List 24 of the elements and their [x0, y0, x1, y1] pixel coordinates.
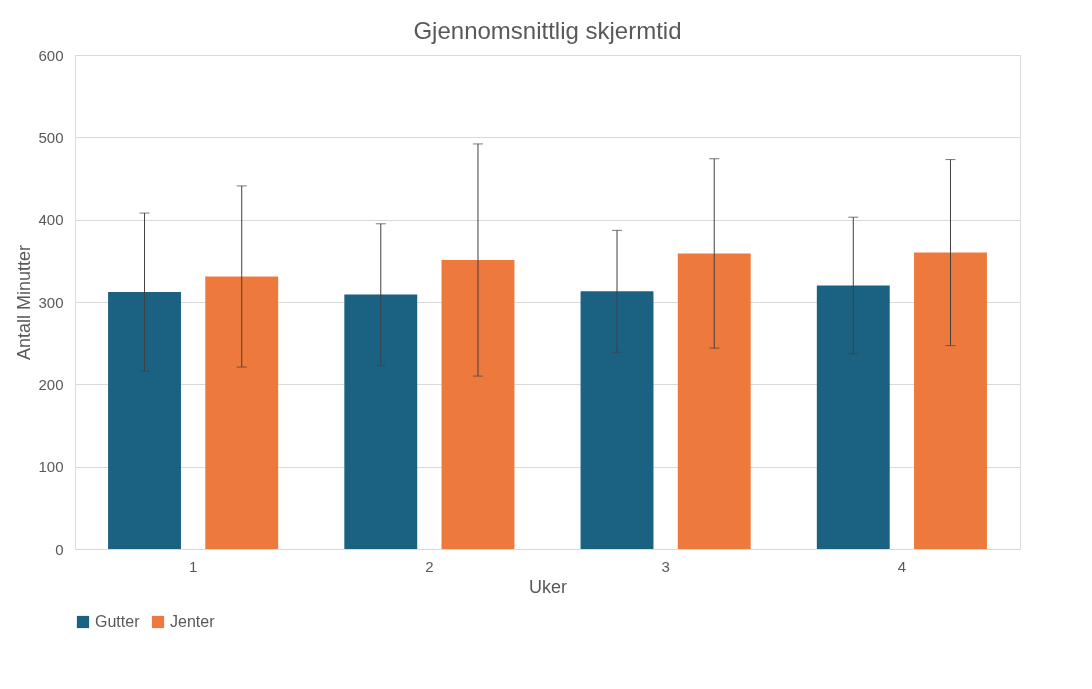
- bar: [205, 276, 279, 549]
- x-tick-label: 1: [188, 557, 198, 575]
- legend-label: Gutter: [95, 613, 141, 630]
- bar: [441, 260, 515, 549]
- y-tick-label: 400: [38, 211, 64, 229]
- y-axis-title: Antall Minutter: [14, 244, 35, 361]
- x-axis-title: Uker: [528, 576, 568, 597]
- x-tick-label: 2: [425, 557, 434, 575]
- y-tick-label: 100: [38, 458, 64, 476]
- y-tick-label: 500: [38, 128, 64, 146]
- legend-label: Jenter: [170, 613, 216, 630]
- x-tick-label: 3: [661, 557, 670, 575]
- bar: [580, 291, 654, 549]
- y-tick-label: 600: [38, 46, 64, 64]
- bar: [108, 292, 181, 549]
- y-tick-label: 0: [55, 540, 64, 558]
- bar: [816, 285, 890, 549]
- y-tick-label: 300: [38, 293, 64, 311]
- x-tick-label: 4: [897, 557, 907, 575]
- bar: [344, 294, 418, 549]
- bar: [914, 252, 987, 549]
- bar: [677, 253, 751, 549]
- chart-title: Gjennomsnittlig skjermtid: [413, 17, 682, 44]
- y-tick-label: 200: [38, 375, 64, 393]
